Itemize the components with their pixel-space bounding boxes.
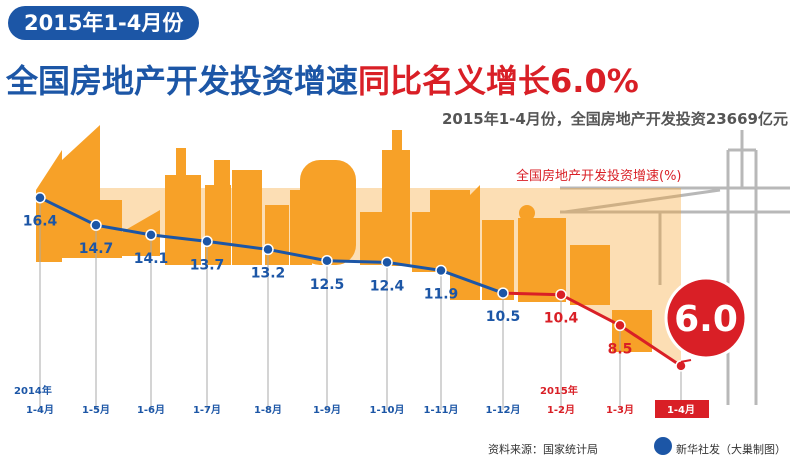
data-label: 13.7 [190,257,225,273]
subtitle: 2015年1-4月份，全国房地产开发投资23669亿元 [441,110,788,128]
highlight-value: 6.0 [674,299,738,340]
area-fill [40,188,681,366]
line-plot: 16.4 14.7 14.1 13.7 13.2 12.5 12.4 11.9 10.5 10.4… [23,188,748,418]
title-blue-part: 全国房地产开发投资增速 [6,62,359,100]
series-line-2015 [502,291,682,368]
data-point [34,191,46,204]
data-point [201,235,213,248]
data-label: 11.9 [424,286,459,302]
title-red-part: 同比名义增长6.0% [358,62,639,100]
data-point [614,319,626,332]
data-label: 10.5 [486,309,521,325]
year-label-2014: 2014年 [14,386,52,397]
data-label: 13.2 [251,265,286,281]
category-label: 1-8月 [254,404,282,416]
year-label-2015: 2015年 [540,386,578,397]
data-label: 14.1 [134,251,169,267]
data-point [145,229,157,241]
data-point [262,243,274,256]
data-point [435,264,447,277]
data-label: 8.5 [608,341,633,357]
category-label: 1-6月 [137,404,165,416]
data-label: 10.4 [544,311,579,327]
category-highlight [655,400,709,418]
page-title: 全国房地产开发投资增速同比名义增长6.0% [6,56,639,102]
data-point [675,360,687,372]
data-label: 12.5 [310,277,345,293]
category-label: 1-10月 [369,404,404,416]
city-skyline-illustration [36,125,652,352]
date-badge: 2015年1-4月份 [8,6,200,40]
legend-label: 全国房地产开发投资增速(%) [516,169,682,184]
data-label: 12.4 [370,278,405,294]
category-label: 1-9月 [313,404,341,416]
category-label: 1-4月 [667,404,695,416]
data-point [321,255,333,267]
data-point [90,219,102,231]
category-label: 1-3月 [606,404,634,416]
data-label: 14.7 [79,241,114,257]
category-label: 1-2月 [547,404,575,416]
data-point [497,287,509,299]
source-note: 资料来源：国家统计局 [488,443,598,456]
category-label: 1-4月 [26,404,54,416]
category-label: 1-5月 [82,404,110,416]
callout-stem [680,359,692,363]
category-label: 1-12月 [485,404,520,416]
crane-illustration [560,130,790,405]
category-label: 1-7月 [193,404,221,416]
data-point [381,256,393,269]
data-point [555,288,567,301]
xinhua-logo-icon [654,437,672,455]
data-label: 16.4 [23,214,58,230]
agency-credit: 新华社发（大巢制图） [676,443,786,456]
highlight-circle [664,276,748,360]
category-label: 1-11月 [423,404,458,416]
